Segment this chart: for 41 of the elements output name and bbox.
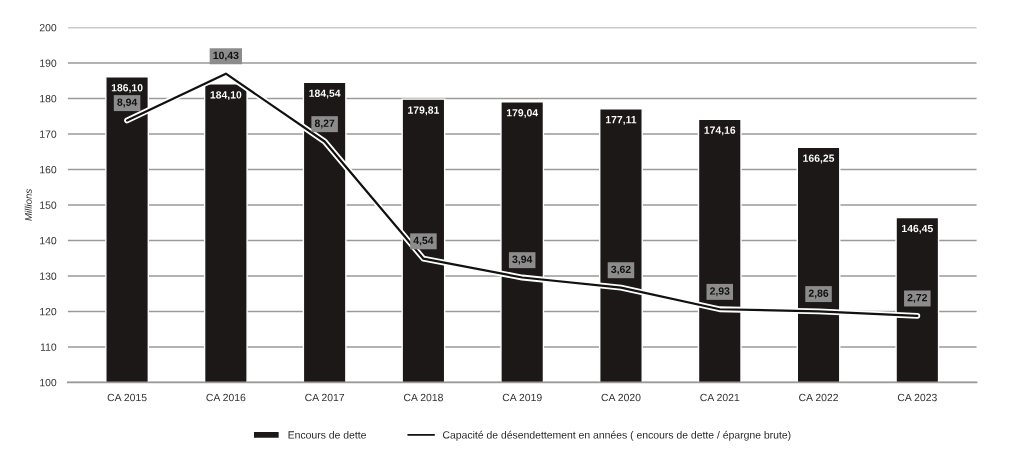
y-tick-label: 200 — [39, 23, 57, 32]
x-tick-label: CA 2019 — [502, 393, 542, 402]
data-label: 2,86 — [808, 289, 829, 299]
legend-label: Encours de dette — [288, 430, 366, 439]
y-tick-label: 160 — [40, 165, 57, 174]
data-label: 2,72 — [907, 293, 928, 303]
y-tick-label: 100 — [40, 378, 57, 387]
data-label: 4,54 — [413, 236, 434, 246]
data-label: 8,94 — [117, 98, 138, 108]
x-tick-label: CA 2020 — [601, 393, 641, 402]
y-tick-label: 190 — [40, 59, 57, 67]
data-label: 177,11 — [605, 116, 637, 125]
x-tick-label: CA 2017 — [305, 393, 345, 402]
y-tick-label: 110 — [40, 343, 57, 351]
x-tick-label: CA 2018 — [403, 393, 443, 402]
legend-label: Capacité de désendettement en années ( encours de dette / épargne brute) — [443, 430, 791, 441]
data-label: 2,93 — [709, 287, 730, 297]
data-label: 10,43 — [213, 51, 239, 61]
data-label: 174,16 — [704, 126, 736, 136]
data-label: 186,10 — [111, 84, 143, 93]
y-tick-label: 150 — [40, 201, 57, 209]
y-tick-label: 120 — [40, 307, 57, 316]
data-label: 184,54 — [309, 89, 341, 99]
data-label: 184,10 — [210, 91, 242, 101]
data-label: 146,45 — [902, 224, 933, 234]
data-label: 179,04 — [506, 109, 539, 118]
y-axis-title: Millions — [24, 188, 32, 221]
y-tick-label: 180 — [40, 94, 57, 103]
y-tick-label: 170 — [40, 130, 57, 138]
x-tick-label: CA 2023 — [897, 393, 937, 402]
data-label: 8,27 — [314, 119, 335, 129]
data-label: 3,94 — [512, 255, 533, 265]
x-tick-label: CA 2021 — [700, 393, 740, 402]
y-tick-label: 130 — [40, 272, 57, 280]
data-label: 166,25 — [803, 154, 835, 164]
data-label: 179,81 — [408, 106, 440, 116]
x-tick-label: CA 2016 — [206, 393, 246, 402]
data-label: 3,62 — [611, 265, 631, 275]
x-tick-label: CA 2015 — [107, 393, 147, 402]
x-tick-label: CA 2022 — [799, 393, 838, 402]
y-tick-label: 140 — [40, 236, 57, 245]
